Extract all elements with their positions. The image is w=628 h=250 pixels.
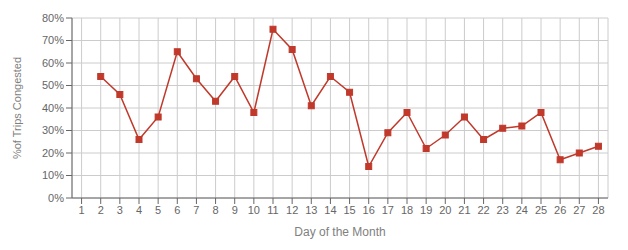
svg-text:40%: 40% xyxy=(42,102,64,114)
svg-text:19: 19 xyxy=(420,204,432,216)
svg-text:13: 13 xyxy=(305,204,317,216)
svg-text:80%: 80% xyxy=(42,12,64,24)
svg-text:2: 2 xyxy=(98,204,104,216)
svg-text:9: 9 xyxy=(232,204,238,216)
svg-text:25: 25 xyxy=(535,204,547,216)
svg-text:22: 22 xyxy=(477,204,489,216)
svg-text:20%: 20% xyxy=(42,147,64,159)
svg-text:Day of the Month: Day of the Month xyxy=(294,225,385,239)
svg-text:6: 6 xyxy=(174,204,180,216)
svg-text:3: 3 xyxy=(117,204,123,216)
svg-text:21: 21 xyxy=(458,204,470,216)
svg-text:20: 20 xyxy=(439,204,451,216)
svg-text:17: 17 xyxy=(382,204,394,216)
svg-text:50%: 50% xyxy=(42,79,64,91)
svg-text:8: 8 xyxy=(213,204,219,216)
svg-text:%of Trips Congested: %of Trips Congested xyxy=(11,57,23,159)
svg-text:24: 24 xyxy=(516,204,528,216)
svg-text:11: 11 xyxy=(267,204,278,216)
svg-text:18: 18 xyxy=(401,204,413,216)
svg-text:7: 7 xyxy=(193,204,199,216)
svg-text:23: 23 xyxy=(497,204,509,216)
svg-text:60%: 60% xyxy=(42,57,64,69)
svg-text:10: 10 xyxy=(248,204,260,216)
svg-text:26: 26 xyxy=(554,204,566,216)
svg-text:15: 15 xyxy=(343,204,355,216)
svg-text:4: 4 xyxy=(136,204,142,216)
svg-text:70%: 70% xyxy=(42,34,64,46)
svg-text:27: 27 xyxy=(573,204,585,216)
svg-text:16: 16 xyxy=(363,204,375,216)
svg-text:5: 5 xyxy=(155,204,161,216)
svg-text:0%: 0% xyxy=(48,192,64,204)
svg-text:14: 14 xyxy=(324,204,336,216)
svg-text:28: 28 xyxy=(592,204,604,216)
svg-text:12: 12 xyxy=(286,204,298,216)
svg-text:1: 1 xyxy=(79,204,85,216)
svg-text:30%: 30% xyxy=(42,124,64,136)
svg-text:10%: 10% xyxy=(42,169,64,181)
